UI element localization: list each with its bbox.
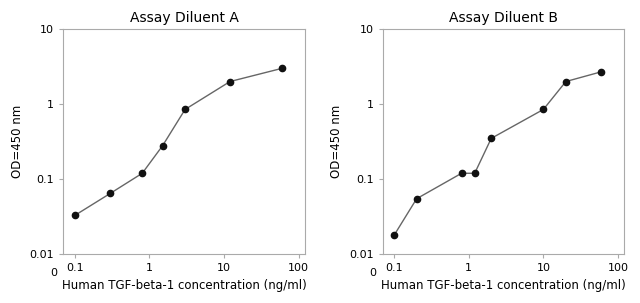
X-axis label: Human TGF-beta-1 concentration (ng/ml): Human TGF-beta-1 concentration (ng/ml) [61,279,307,292]
X-axis label: Human TGF-beta-1 concentration (ng/ml): Human TGF-beta-1 concentration (ng/ml) [381,279,626,292]
Y-axis label: OD=450 nm: OD=450 nm [11,105,24,178]
Title: Assay Diluent B: Assay Diluent B [449,11,558,25]
Text: 0: 0 [50,268,57,278]
Title: Assay Diluent A: Assay Diluent A [129,11,238,25]
Y-axis label: OD=450 nm: OD=450 nm [330,105,344,178]
Text: 0: 0 [369,268,376,278]
